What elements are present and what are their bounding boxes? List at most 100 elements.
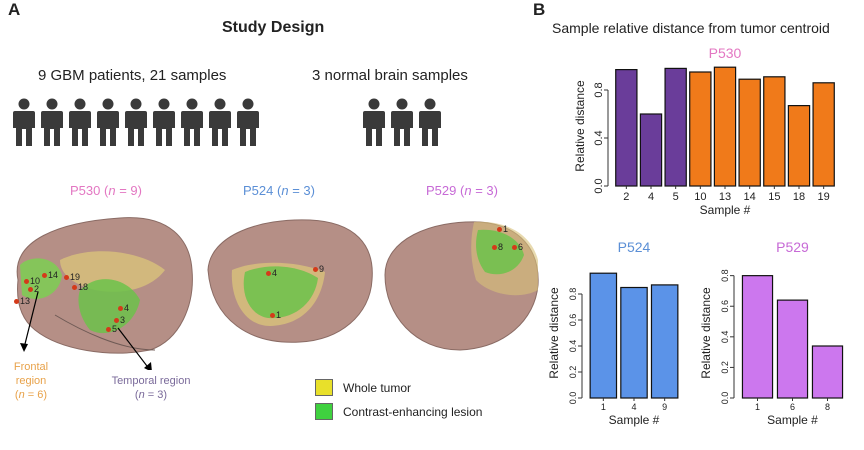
y-tick-label: 0.8 xyxy=(568,288,578,301)
y-axis-label: Relative distance xyxy=(699,287,713,379)
legend-label: Contrast-enhancing lesion xyxy=(343,404,483,419)
x-tick-label: 4 xyxy=(648,191,654,203)
bar xyxy=(589,272,618,399)
panel-b-letter: B xyxy=(533,0,546,19)
person-icon xyxy=(236,98,260,153)
brain-n-value: = 9 xyxy=(119,183,138,198)
brain-n-value: = 3 xyxy=(292,183,311,198)
normal-brain-label: 3 normal brain samples xyxy=(312,67,468,84)
temporal-n-symbol: n xyxy=(138,389,145,401)
person-icon xyxy=(124,98,148,153)
x-tick-label: 1 xyxy=(601,402,606,412)
person-icon xyxy=(180,98,204,153)
x-tick-label: 5 xyxy=(673,191,679,203)
legend-swatch xyxy=(315,379,333,396)
gbm-patients-label: 9 GBM patients, 21 samples xyxy=(38,67,227,84)
frontal-region-name: Frontal region xyxy=(13,361,49,387)
y-tick-label: 0.8 xyxy=(593,82,605,97)
bar xyxy=(639,113,663,187)
legend-item-whole-tumor: Whole tumor xyxy=(315,379,482,396)
y-tick-label: 0.4 xyxy=(720,331,730,344)
bar xyxy=(650,284,679,399)
legend-label: Whole tumor xyxy=(343,380,412,395)
gbm-patient-icons xyxy=(12,98,260,153)
panel-a-letter: A xyxy=(8,0,21,19)
brain-p529-render xyxy=(384,221,539,351)
chart-title: P524 xyxy=(618,239,651,255)
x-tick-label: 8 xyxy=(825,402,830,412)
bar xyxy=(689,71,712,187)
person-icon xyxy=(12,98,36,153)
temporal-region-label: Temporal region (n = 3) xyxy=(111,375,191,401)
bar xyxy=(713,66,737,187)
bar xyxy=(664,67,687,187)
brain-n-value: = 3 xyxy=(475,183,494,198)
bar xyxy=(620,286,648,399)
bar xyxy=(811,345,844,399)
brain-patient-id: P524 xyxy=(243,183,274,198)
y-tick-label: 0.8 xyxy=(720,269,730,282)
x-tick-label: 19 xyxy=(818,191,830,203)
y-tick-label: 0.6 xyxy=(568,314,578,327)
x-axis-label: Sample # xyxy=(700,203,751,217)
frontal-arrow xyxy=(23,291,39,349)
brain-label-p530: P530 (n = 9) xyxy=(70,183,142,198)
frontal-n-symbol: n xyxy=(18,389,25,401)
x-tick-label: 18 xyxy=(793,191,805,203)
study-design-title: Study Design xyxy=(222,19,325,36)
person-icon xyxy=(40,98,64,153)
brain-p530-render xyxy=(16,217,193,354)
brain-n-symbol: n xyxy=(108,183,116,198)
y-tick-label: 0.2 xyxy=(720,361,730,374)
x-tick-label: 9 xyxy=(662,402,667,412)
brain-label-p524: P524 (n = 3) xyxy=(243,183,315,198)
normal-brain-icons xyxy=(362,98,442,153)
x-tick-label: 6 xyxy=(790,402,795,412)
x-tick-label: 10 xyxy=(694,191,706,203)
brain-p524-render xyxy=(207,219,373,343)
chart-title: P529 xyxy=(776,239,809,255)
x-axis-label: Sample # xyxy=(767,413,818,427)
person-icon xyxy=(362,98,386,153)
frontal-n-value: = 6 xyxy=(27,389,44,401)
temporal-arrow xyxy=(117,327,151,370)
y-tick-label: 0.0 xyxy=(568,392,578,405)
person-icon xyxy=(390,98,414,153)
person-icon xyxy=(418,98,442,153)
y-tick-label: 0.4 xyxy=(593,130,605,145)
legend: Whole tumor Contrast-enhancing lesion xyxy=(315,379,482,420)
y-tick-label: 0.4 xyxy=(568,340,578,353)
y-axis-label: Relative distance xyxy=(573,80,587,172)
y-tick-label: 0.0 xyxy=(720,392,730,405)
bar xyxy=(738,78,761,187)
person-icon xyxy=(96,98,120,153)
brain-renderings xyxy=(16,217,539,370)
y-axis-label: Relative distance xyxy=(547,287,561,379)
person-icon xyxy=(208,98,232,153)
temporal-n-value: = 3 xyxy=(147,389,164,401)
y-tick-label: 0.2 xyxy=(568,366,578,379)
legend-item-contrast-enhancing: Contrast-enhancing lesion xyxy=(315,403,482,420)
legend-swatch xyxy=(315,403,333,420)
frontal-region-label: Frontal region (n = 6) xyxy=(13,361,49,401)
bar xyxy=(615,69,638,187)
brain-patient-id: P529 xyxy=(426,183,457,198)
brain-n-symbol: n xyxy=(281,183,289,198)
y-tick-label: 0.6 xyxy=(720,300,730,313)
x-tick-label: 2 xyxy=(623,191,629,203)
brain-n-symbol: n xyxy=(464,183,472,198)
brain-label-p529: P529 (n = 3) xyxy=(426,183,498,198)
person-icon xyxy=(68,98,92,153)
x-axis-label: Sample # xyxy=(609,413,660,427)
bar xyxy=(763,76,786,187)
bar xyxy=(812,82,835,187)
bar xyxy=(776,299,809,399)
chart-title: P530 xyxy=(709,45,742,61)
temporal-region-name: Temporal region xyxy=(111,375,191,387)
y-tick-label: 0.0 xyxy=(593,178,605,193)
person-icon xyxy=(152,98,176,153)
x-tick-label: 13 xyxy=(719,191,731,203)
panel-b-title: Sample relative distance from tumor cent… xyxy=(552,20,830,36)
x-tick-label: 4 xyxy=(631,402,636,412)
